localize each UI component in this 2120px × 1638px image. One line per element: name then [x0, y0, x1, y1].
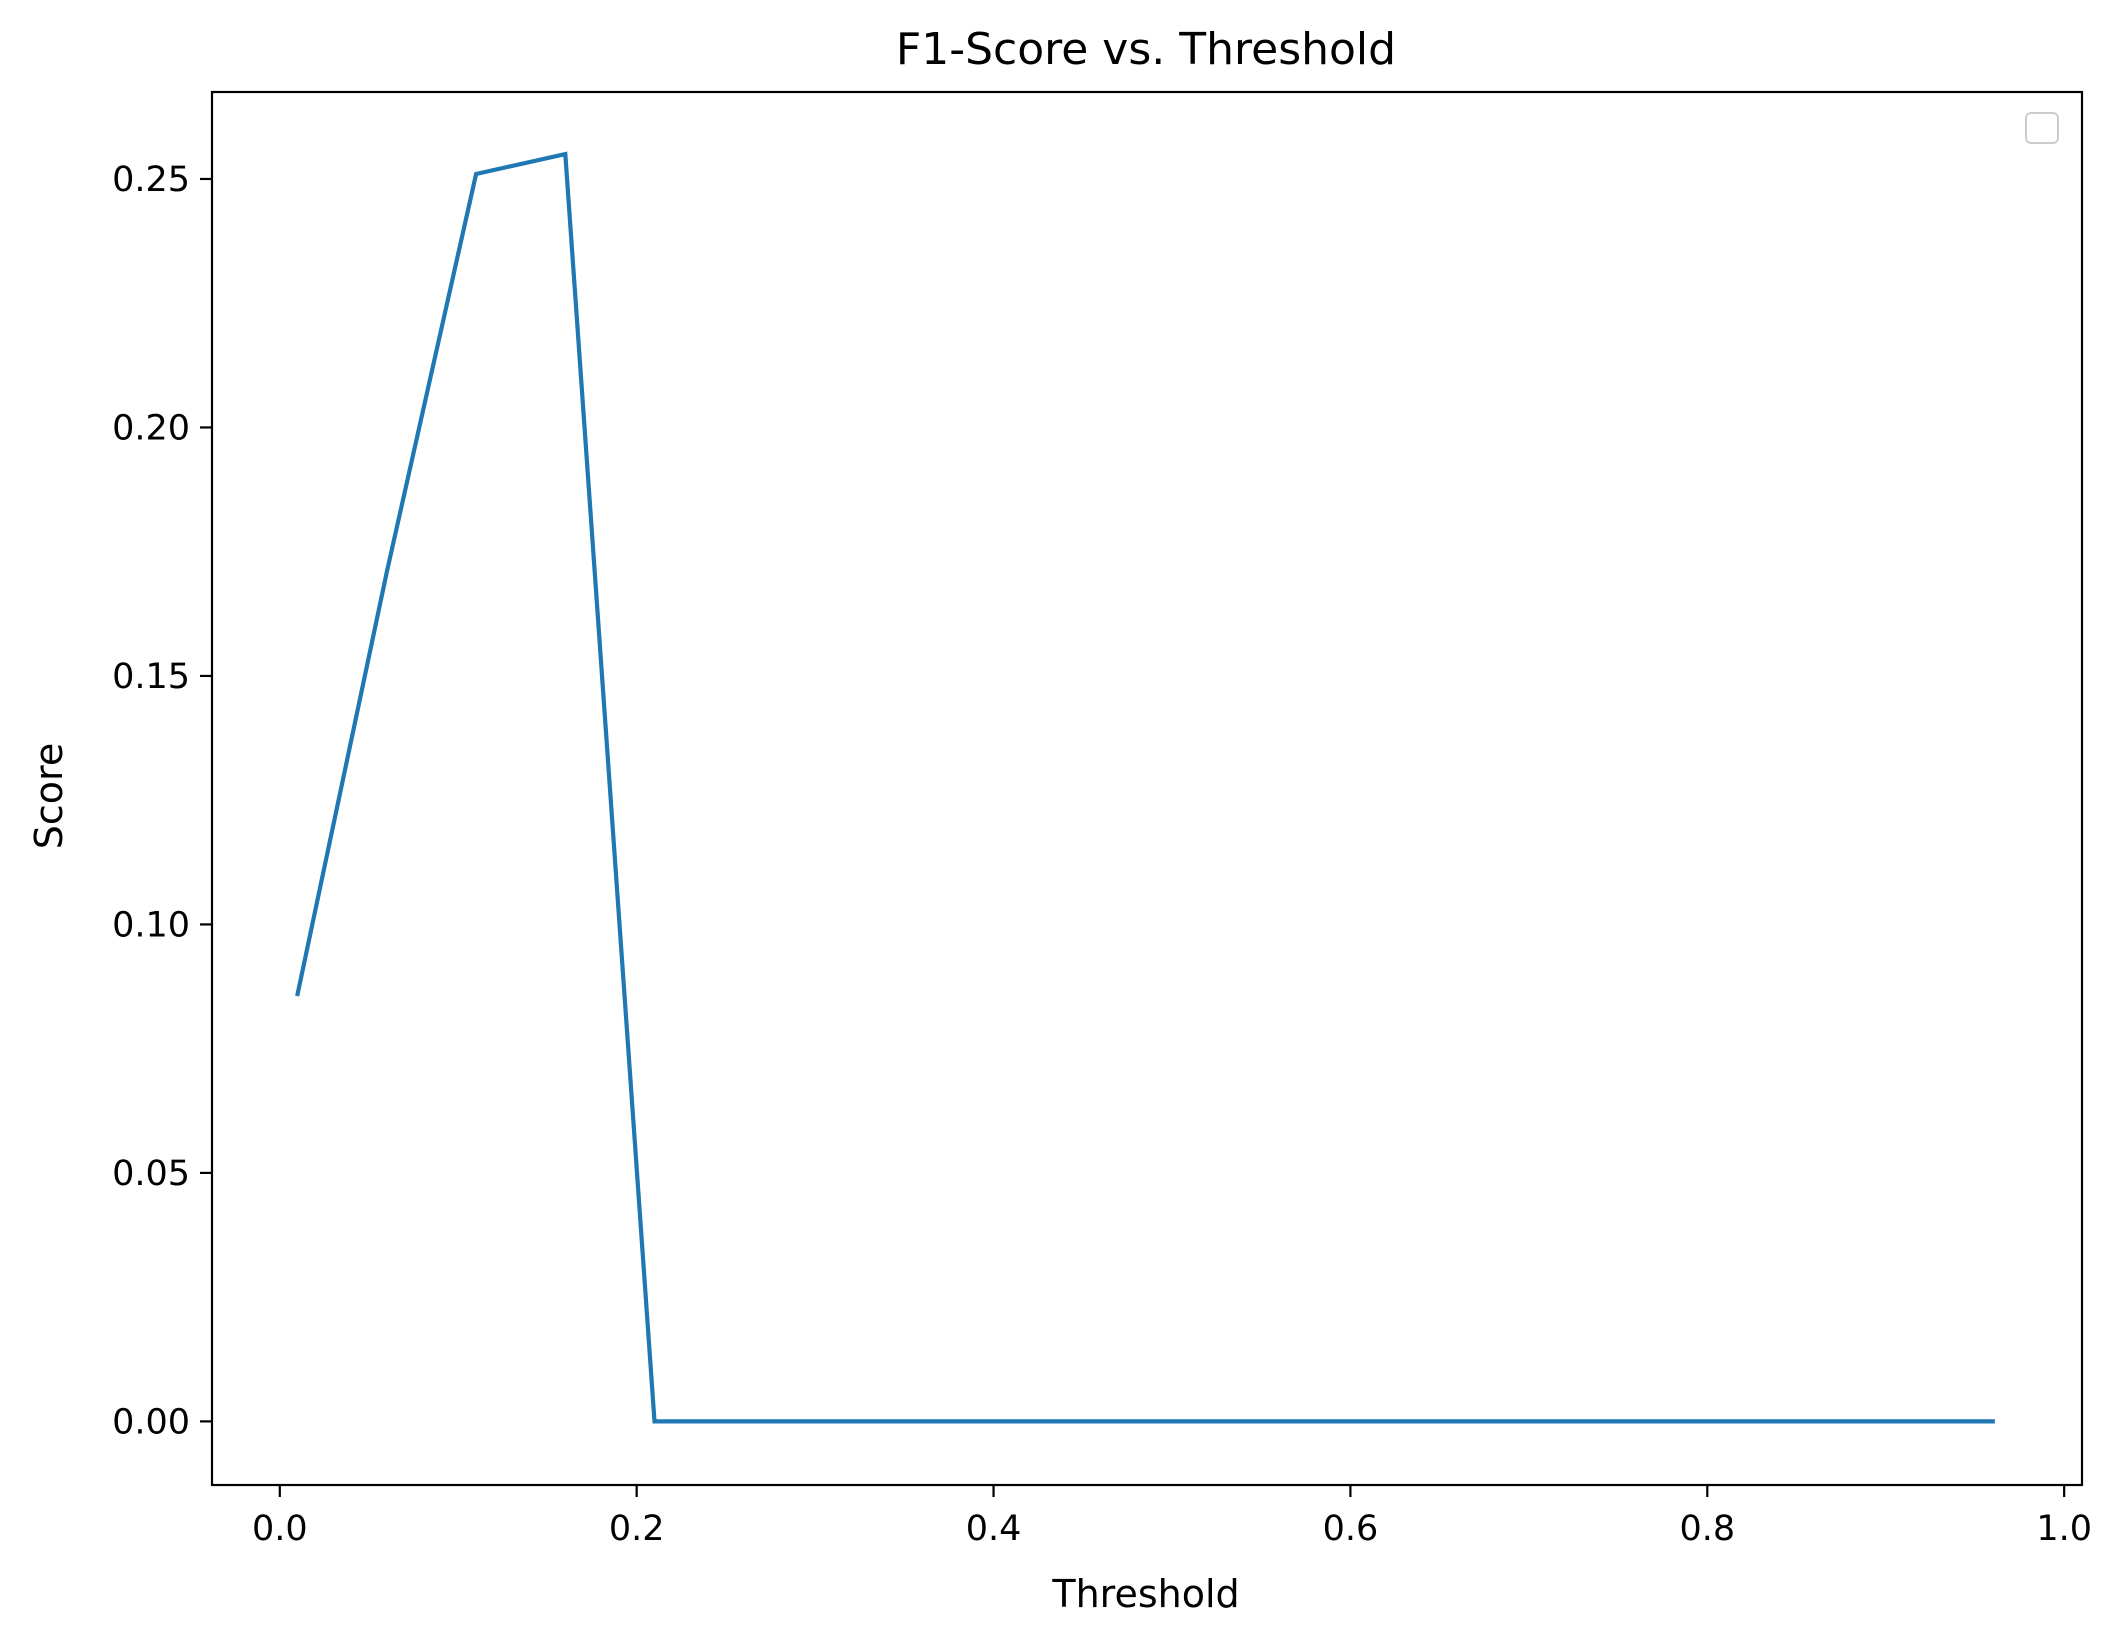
x-axis: 0.0 0.2 0.4 0.6 0.8 1.0	[252, 1485, 2092, 1549]
series-line-0	[295, 151, 1995, 1424]
series-layer	[295, 151, 1995, 1424]
y-tick-label: 0.15	[112, 657, 190, 697]
x-tick-label: 0.2	[609, 1509, 665, 1549]
x-tick-label: 0.4	[966, 1509, 1022, 1549]
x-tick-label: 0.6	[1323, 1509, 1379, 1549]
y-axis-label: Score	[27, 743, 71, 849]
y-tick-label: 0.10	[112, 905, 190, 945]
y-tick-label: 0.20	[112, 408, 190, 448]
y-tick-label: 0.25	[112, 160, 190, 200]
chart-title: F1-Score vs. Threshold	[896, 24, 1396, 75]
x-axis-label: Threshold	[1051, 1572, 1239, 1616]
y-tick-label: 0.00	[112, 1402, 190, 1442]
legend	[2025, 112, 2059, 144]
x-tick-label: 0.0	[252, 1509, 308, 1549]
x-tick-label: 1.0	[2036, 1509, 2092, 1549]
x-tick-label: 0.8	[1679, 1509, 1735, 1549]
y-axis: 0.00 0.05 0.10 0.15 0.20 0.25	[112, 160, 212, 1442]
y-tick-label: 0.05	[112, 1154, 190, 1194]
plot-area	[210, 90, 2084, 1487]
axes-frame	[210, 90, 2084, 1487]
legend-box	[2025, 112, 2059, 144]
